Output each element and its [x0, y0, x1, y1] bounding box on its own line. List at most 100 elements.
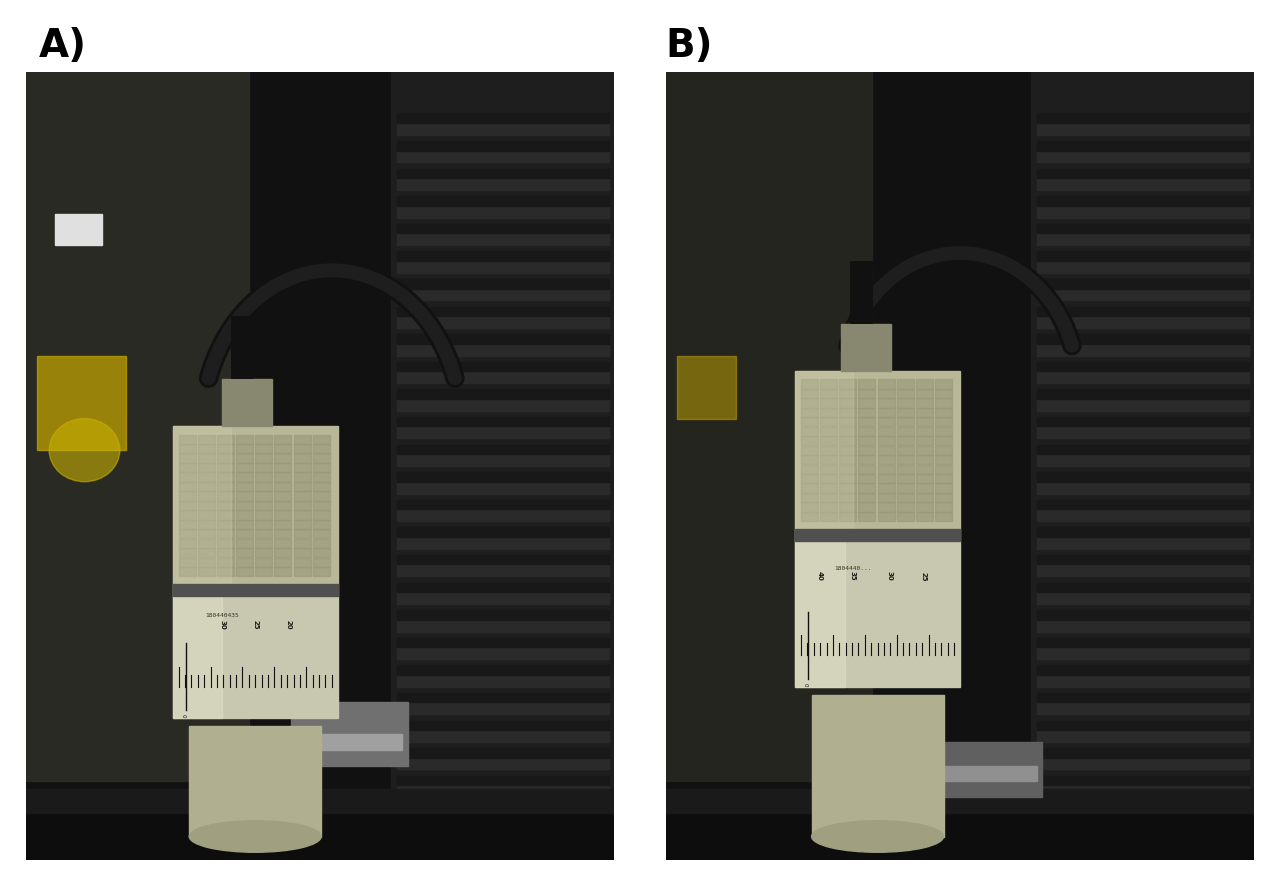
- Bar: [223, 379, 271, 426]
- Bar: [236, 463, 253, 472]
- Bar: [179, 538, 196, 548]
- Bar: [255, 548, 273, 557]
- Bar: [897, 408, 914, 417]
- Bar: [179, 444, 196, 453]
- Bar: [397, 776, 608, 785]
- Bar: [820, 445, 837, 455]
- Bar: [218, 463, 234, 472]
- Bar: [859, 474, 876, 483]
- Bar: [179, 463, 196, 472]
- Bar: [274, 520, 292, 529]
- Bar: [236, 557, 253, 567]
- Bar: [820, 474, 837, 483]
- Bar: [274, 567, 292, 576]
- Bar: [179, 482, 196, 491]
- Bar: [840, 426, 856, 436]
- Bar: [1037, 362, 1248, 371]
- Bar: [878, 464, 895, 474]
- Bar: [236, 444, 253, 453]
- Bar: [812, 694, 943, 837]
- Bar: [198, 538, 215, 548]
- Bar: [312, 567, 330, 576]
- Bar: [1037, 693, 1248, 702]
- Bar: [218, 520, 234, 529]
- Bar: [218, 557, 234, 567]
- Bar: [397, 500, 608, 509]
- Bar: [1037, 178, 1248, 190]
- Bar: [312, 538, 330, 548]
- Bar: [820, 426, 837, 436]
- Bar: [255, 453, 273, 462]
- Bar: [179, 520, 196, 529]
- Bar: [198, 453, 215, 462]
- Bar: [397, 444, 608, 454]
- Bar: [218, 472, 234, 482]
- Bar: [878, 512, 895, 521]
- Bar: [397, 748, 608, 758]
- Text: 35: 35: [850, 572, 856, 582]
- Bar: [198, 482, 215, 491]
- Bar: [55, 213, 102, 246]
- Bar: [236, 453, 253, 462]
- Bar: [1037, 279, 1248, 289]
- Bar: [841, 324, 891, 371]
- Bar: [878, 484, 895, 493]
- Bar: [397, 371, 608, 383]
- Bar: [934, 436, 952, 445]
- Bar: [859, 379, 876, 389]
- Bar: [236, 548, 253, 557]
- Bar: [934, 512, 952, 521]
- Bar: [820, 484, 837, 493]
- Bar: [666, 72, 872, 781]
- Bar: [198, 510, 215, 520]
- Bar: [666, 813, 1254, 860]
- Bar: [255, 501, 273, 510]
- Bar: [934, 389, 952, 398]
- Bar: [397, 693, 608, 702]
- Bar: [1037, 371, 1248, 383]
- Bar: [397, 582, 608, 592]
- Bar: [859, 455, 876, 464]
- Bar: [293, 520, 311, 529]
- Bar: [795, 371, 852, 529]
- Bar: [179, 501, 196, 510]
- Bar: [897, 389, 914, 398]
- Bar: [312, 557, 330, 567]
- Bar: [293, 530, 311, 538]
- Bar: [859, 408, 876, 417]
- Bar: [878, 426, 895, 436]
- Bar: [1037, 785, 1248, 797]
- Bar: [173, 584, 338, 719]
- Bar: [397, 785, 608, 797]
- Bar: [897, 399, 914, 408]
- Bar: [173, 426, 230, 584]
- Bar: [397, 206, 608, 218]
- Bar: [840, 484, 856, 493]
- Ellipse shape: [812, 821, 943, 852]
- Bar: [1037, 509, 1248, 521]
- Bar: [820, 379, 837, 389]
- Bar: [820, 512, 837, 521]
- Text: 20: 20: [285, 620, 292, 629]
- Bar: [1030, 72, 1254, 821]
- Bar: [916, 426, 933, 436]
- Bar: [801, 512, 818, 521]
- Bar: [255, 557, 273, 567]
- Bar: [397, 592, 608, 604]
- Text: 30: 30: [219, 619, 225, 629]
- Bar: [198, 491, 215, 501]
- Bar: [859, 464, 876, 474]
- Bar: [397, 168, 608, 178]
- Bar: [312, 463, 330, 472]
- Bar: [840, 389, 856, 398]
- Bar: [820, 389, 837, 398]
- Bar: [198, 501, 215, 510]
- Bar: [397, 334, 608, 344]
- Text: 1804440...: 1804440...: [835, 566, 872, 571]
- Bar: [1037, 417, 1248, 426]
- Bar: [919, 765, 1037, 781]
- Bar: [1037, 224, 1248, 233]
- Text: 25: 25: [252, 620, 259, 629]
- Bar: [218, 510, 234, 520]
- Bar: [820, 503, 837, 512]
